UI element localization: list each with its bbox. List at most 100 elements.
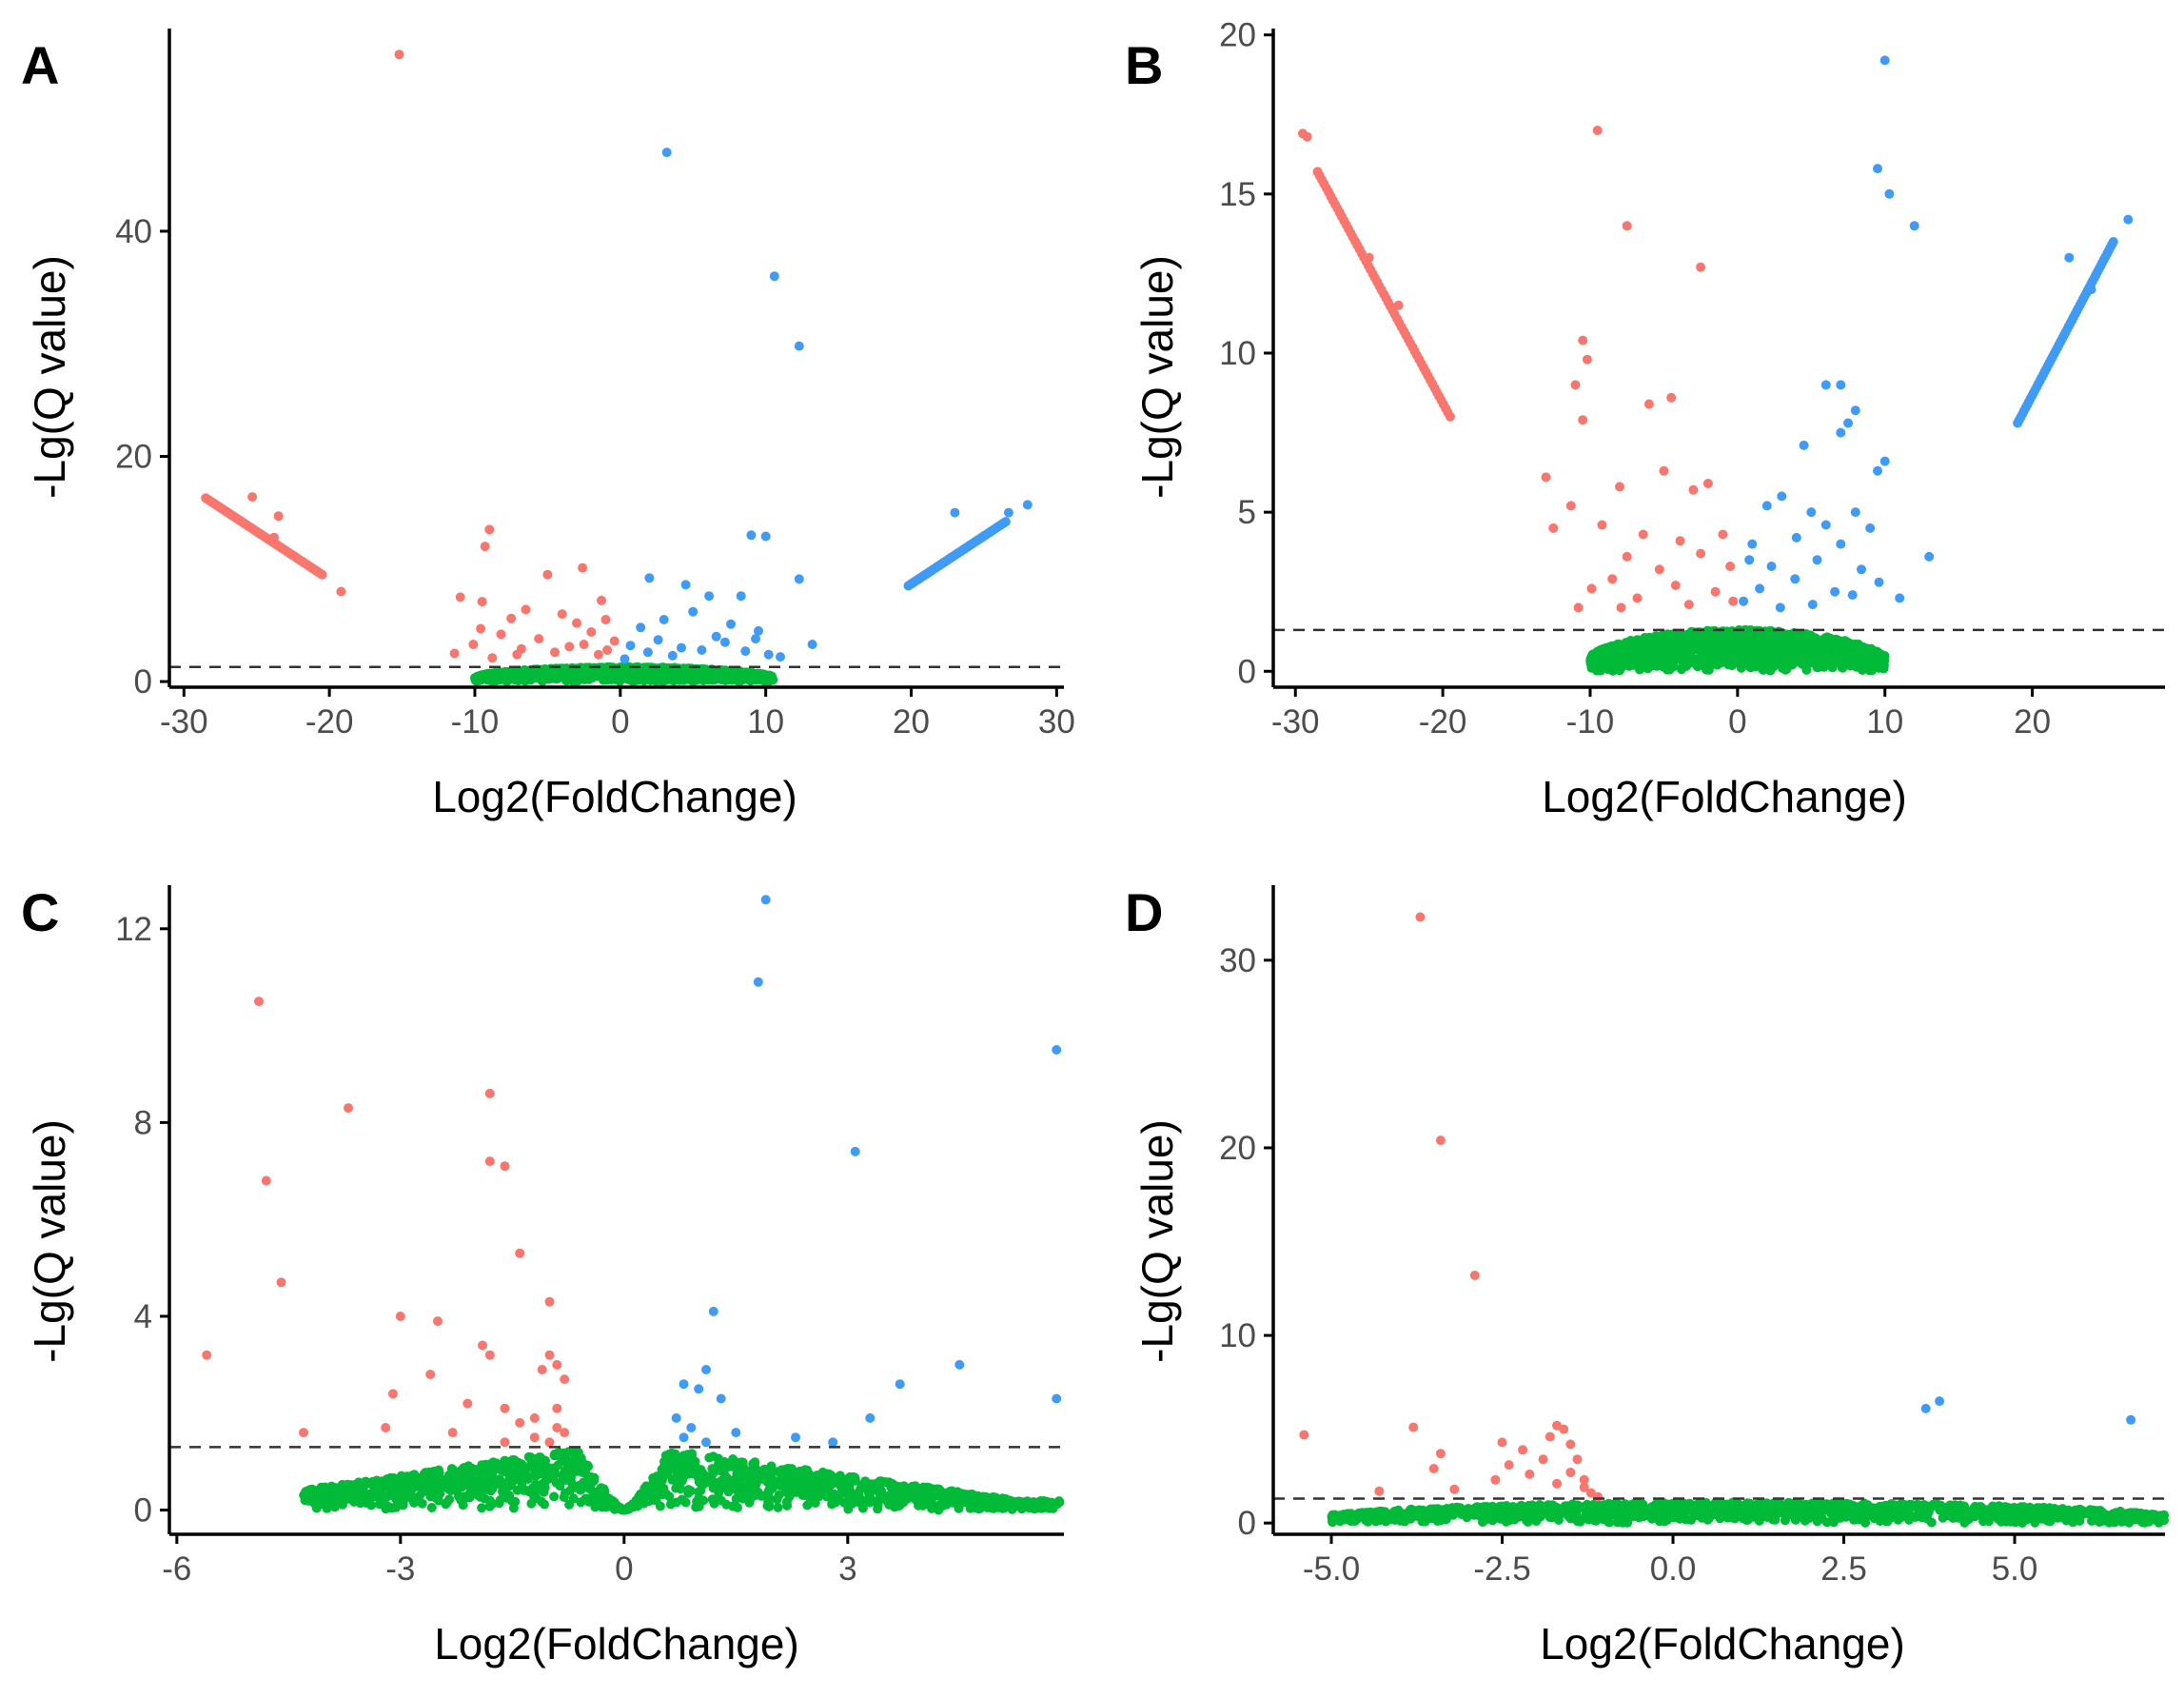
ns-point [772,1494,782,1505]
ns-point [671,1466,681,1476]
up-point [1836,380,1846,390]
ns-point [873,1478,883,1489]
down-point [247,492,258,503]
down-point [1638,529,1648,540]
ns-point [657,1476,667,1487]
down-point [1541,472,1551,483]
down-point [496,629,506,640]
ns-point [531,1471,541,1481]
down-point [317,569,327,580]
down-point [515,1248,525,1258]
ns-point [892,1489,901,1499]
down-point [572,618,581,628]
ns-point [526,1456,537,1467]
ns-point [433,1495,443,1506]
down-point [276,1277,286,1288]
down-point [336,586,346,597]
up-point [791,1432,800,1443]
ns-point [1745,625,1756,636]
down-point [1683,600,1694,610]
down-point [560,1374,570,1385]
up-point [769,271,779,282]
ns-point [836,1488,847,1498]
ns-point [1643,658,1653,668]
up-point [671,1412,681,1423]
ns-point [1658,653,1668,662]
ns-point [377,1476,387,1487]
ns-point [576,1497,586,1508]
ns-point [737,1472,747,1483]
ns-point [316,1487,326,1496]
up-point [1820,520,1831,530]
x-tick-label: -20 [1419,703,1467,740]
ns-point [434,1468,444,1477]
ns-point [733,1486,743,1496]
ns-point [1747,650,1758,661]
ns-point [893,1501,903,1511]
down-point [534,634,544,644]
panel-b-up-points [1739,55,2134,613]
ns-point [556,663,566,674]
down-point [484,1156,495,1167]
down-point [1688,484,1699,495]
up-point [1847,590,1858,601]
down-point [1586,583,1597,594]
up-point [1884,188,1895,199]
down-point [542,569,553,580]
ns-point [671,1497,681,1508]
panel-b-down-points [1298,126,1739,613]
up-point [850,1146,860,1156]
down-point [593,649,603,660]
up-point [794,341,804,351]
ns-point [1702,634,1712,644]
up-point [708,1306,718,1316]
ns-point [653,1488,663,1498]
down-point [1666,392,1677,403]
down-point [261,1175,271,1186]
down-point [273,511,284,522]
ns-point [1865,653,1876,662]
ns-point [469,1487,480,1497]
up-point [1895,593,1905,603]
up-point [2064,252,2075,263]
ns-point [744,671,755,681]
down-point [1632,593,1643,603]
ns-point [1002,1495,1013,1506]
up-point [1747,539,1758,549]
ns-point [931,1490,941,1500]
ns-point [388,1473,399,1483]
up-point [753,977,763,987]
up-point [1850,507,1860,518]
up-point [680,580,691,590]
ns-point [457,1493,467,1504]
ns-point [301,1488,310,1498]
up-point [679,1379,689,1390]
ns-point [425,1491,436,1502]
ns-point [671,1483,681,1493]
ns-point [479,1484,489,1494]
ns-point [454,1470,463,1480]
y-tick-label: 0 [134,663,152,701]
down-point [1615,482,1624,492]
down-point [500,1437,510,1448]
ns-point [764,1502,775,1511]
ns-point [1795,655,1805,665]
ns-point [768,675,778,685]
up-point [754,625,763,636]
down-point [455,592,465,602]
ns-point [976,1495,987,1506]
ns-point [767,1474,777,1485]
panel-a-up-points [620,148,1033,664]
y-tick-label: 8 [134,1104,152,1141]
ns-point [442,1475,452,1486]
ns-point [1750,640,1761,650]
up-point [760,531,771,542]
down-point [344,1103,353,1114]
ns-point [1860,661,1871,672]
ns-point [746,1465,757,1475]
ns-point [1755,626,1765,637]
ns-point [797,1491,808,1500]
ns-point [481,673,491,683]
